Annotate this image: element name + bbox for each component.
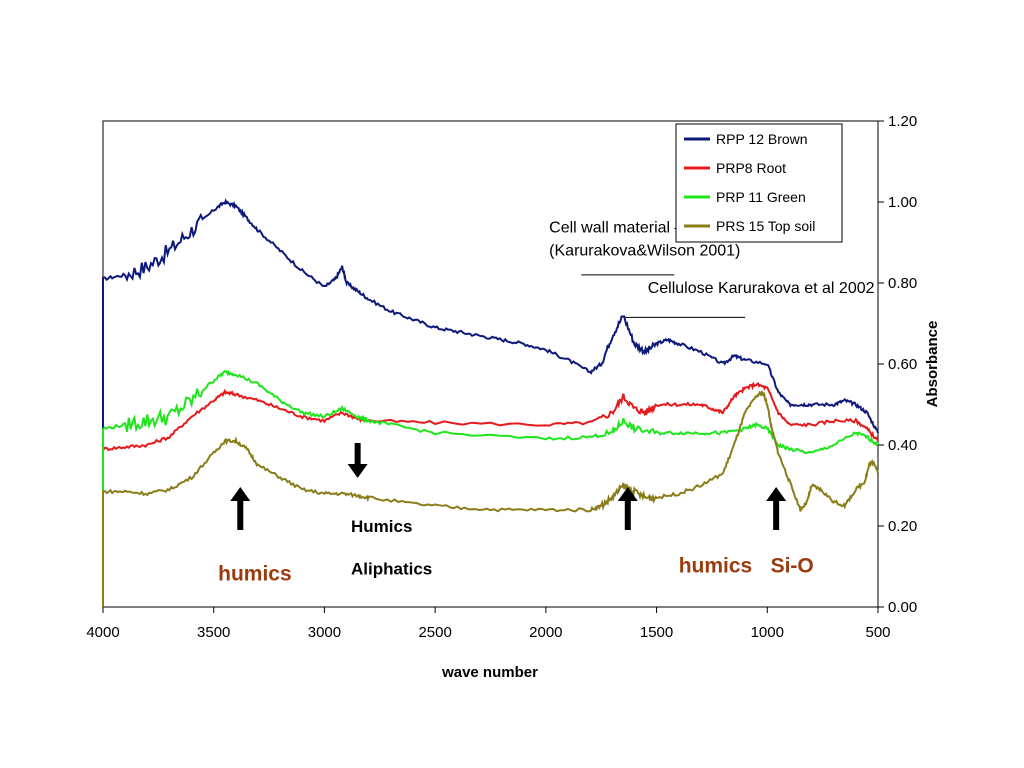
annotation-label: Humics — [351, 517, 412, 536]
series-line-2 — [102, 381, 879, 607]
arrow-up-icon — [230, 487, 251, 530]
legend-entry: RPP 12 Brown — [716, 131, 808, 147]
annotation-label: humics — [218, 563, 292, 586]
annotation-label: Aliphatics — [351, 560, 432, 579]
y-axis-title: Absorbance — [924, 321, 941, 408]
x-tick-label: 3500 — [197, 624, 230, 641]
x-tick-label: 1500 — [640, 624, 673, 641]
x-tick-label: 1000 — [751, 624, 784, 641]
arrow-down-icon — [347, 443, 368, 478]
y-tick-label: 1.20 — [888, 113, 917, 130]
y-tick-label: 0.40 — [888, 437, 917, 454]
x-tick-label: 500 — [865, 624, 890, 641]
series-line-4 — [102, 390, 879, 607]
y-tick-label: 0.60 — [888, 356, 917, 373]
x-axis: 4000 3500 3000 2500 2000 1500 1000 500 — [86, 607, 891, 641]
series-line-1 — [102, 198, 879, 607]
x-tick-label: 2000 — [529, 624, 562, 641]
legend-entry: PRP8 Root — [716, 160, 786, 176]
y-tick-label: 0.00 — [888, 599, 917, 616]
arrow-up-icon — [766, 487, 787, 530]
annotation-label: (Karurakova&Wilson 2001) — [549, 242, 740, 259]
arrow-up-icon — [617, 487, 638, 530]
x-tick-label: 4000 — [86, 624, 119, 641]
y-tick-label: 0.20 — [888, 518, 917, 535]
annotation-label: humics — [679, 555, 753, 578]
annotation-label: Cell wall material – — [549, 219, 683, 236]
y-tick-label: 0.80 — [888, 275, 917, 292]
x-tick-label: 2500 — [418, 624, 451, 641]
series-line-3 — [102, 369, 879, 607]
legend-entry: PRP 11 Green — [716, 189, 806, 205]
y-tick-label: 1.00 — [888, 194, 917, 211]
series-layer — [102, 198, 879, 607]
legend-box — [675, 123, 843, 243]
annotation-label: Si-O — [771, 555, 814, 578]
x-tick-label: 3000 — [308, 624, 341, 641]
legend-entry: PRS 15 Top soil — [716, 218, 815, 234]
legend: RPP 12 Brown PRP8 Root PRP 11 Green PRS 15 … — [675, 123, 843, 243]
annotation-label: Cellulose Karurakova et al 2002 — [648, 280, 875, 297]
y-axis: 0.00 0.20 0.40 0.60 0.80 1.00 1.20 — [878, 113, 917, 616]
annotations: Cell wall material – (Karurakova&Wilson 2… — [218, 219, 874, 585]
x-axis-title: wave number — [441, 664, 538, 681]
